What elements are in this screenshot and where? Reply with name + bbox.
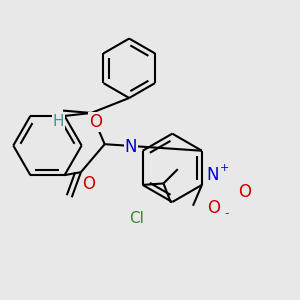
Text: O: O bbox=[238, 183, 251, 201]
Text: N: N bbox=[124, 138, 137, 156]
Text: +: + bbox=[220, 163, 229, 173]
Text: O: O bbox=[82, 175, 96, 193]
Text: O: O bbox=[207, 199, 220, 217]
Text: -: - bbox=[224, 207, 229, 220]
Text: N: N bbox=[206, 166, 219, 184]
Text: Cl: Cl bbox=[129, 211, 144, 226]
Text: H: H bbox=[52, 114, 64, 129]
Text: O: O bbox=[89, 113, 102, 131]
